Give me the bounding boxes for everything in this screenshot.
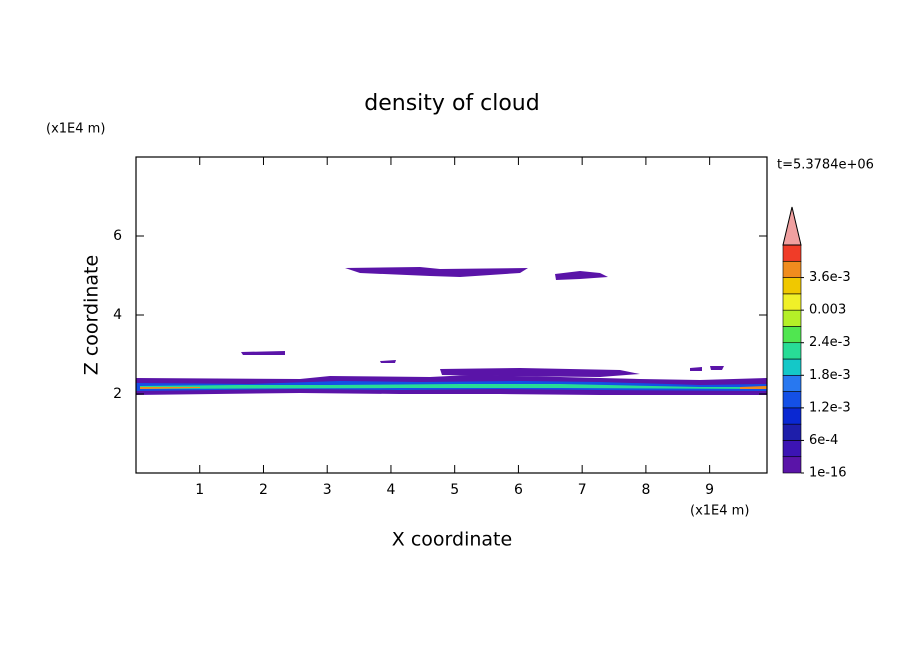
colorbar-band bbox=[782, 391, 802, 409]
x-tick-label: 2 bbox=[259, 482, 268, 498]
cloud-blob bbox=[380, 360, 396, 363]
plot-frame bbox=[135, 156, 768, 474]
colorbar-band bbox=[782, 260, 802, 278]
cloud-blob bbox=[555, 271, 608, 280]
colorbar-band bbox=[782, 342, 802, 360]
x-axis-label: X coordinate bbox=[392, 529, 512, 551]
x-tick-label: 4 bbox=[386, 482, 395, 498]
colorbar-label: 0.003 bbox=[809, 303, 846, 318]
colorbar-band bbox=[782, 440, 802, 458]
colorbar-band bbox=[782, 244, 802, 262]
x-tick-label: 7 bbox=[578, 482, 587, 498]
colorbar-label: 6e-4 bbox=[809, 433, 838, 448]
x-tick-label: 5 bbox=[450, 482, 459, 498]
x-tick-label: 1 bbox=[195, 482, 204, 498]
colorbar-label: 1e-16 bbox=[809, 466, 847, 481]
colorbar-label: 3.6e-3 bbox=[809, 270, 851, 285]
colorbar-band bbox=[782, 407, 802, 425]
chart-title: density of cloud bbox=[364, 91, 539, 116]
cloud-blob bbox=[241, 351, 285, 355]
colorbar-label: 2.4e-3 bbox=[809, 335, 851, 350]
x-tick-label: 6 bbox=[514, 482, 523, 498]
y-tick-label: 2 bbox=[113, 386, 122, 402]
x-tick-label: 3 bbox=[323, 482, 332, 498]
colorbar-band bbox=[782, 423, 802, 441]
y-tick-label: 6 bbox=[113, 228, 122, 244]
colorbar-band bbox=[782, 277, 802, 295]
time-label: t=5.3784e+06 bbox=[777, 158, 874, 173]
x-tick-label: 8 bbox=[641, 482, 650, 498]
cloud-layer bbox=[140, 384, 765, 389]
colorbar-band bbox=[782, 374, 802, 392]
cloud-blob bbox=[690, 366, 724, 371]
colorbar-band bbox=[782, 456, 802, 474]
y-tick-label: 4 bbox=[113, 307, 122, 323]
colorbar-label: 1.8e-3 bbox=[809, 368, 851, 383]
x-unit: (x1E4 m) bbox=[690, 504, 749, 519]
colorbar-band bbox=[782, 358, 802, 376]
y-unit: (x1E4 m) bbox=[46, 122, 105, 137]
colorbar-band bbox=[782, 293, 802, 311]
y-axis-label: Z coordinate bbox=[81, 255, 103, 375]
colorbar-extend bbox=[782, 206, 802, 246]
cloud-field bbox=[136, 267, 767, 395]
x-tick-label: 9 bbox=[705, 482, 714, 498]
cloud-blob bbox=[440, 368, 640, 377]
colorbar-band bbox=[782, 309, 802, 327]
colorbar-band bbox=[782, 326, 802, 344]
cloud-blob bbox=[345, 267, 528, 277]
colorbar-label: 1.2e-3 bbox=[809, 400, 851, 415]
